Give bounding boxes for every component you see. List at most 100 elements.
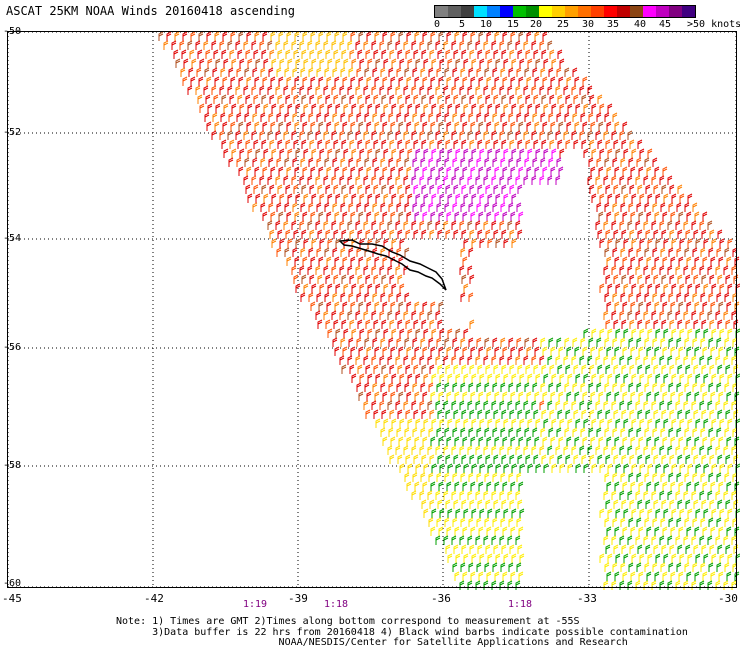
wind-barb bbox=[604, 202, 610, 212]
wind-barb bbox=[236, 67, 242, 77]
wind-barb bbox=[341, 139, 347, 149]
wind-barb bbox=[503, 418, 509, 428]
wind-barb bbox=[711, 373, 717, 383]
wind-barb bbox=[198, 31, 204, 41]
wind-barb bbox=[677, 499, 683, 509]
wind-barb bbox=[471, 463, 477, 473]
wind-barb bbox=[333, 49, 339, 59]
wind-barb bbox=[579, 130, 585, 140]
wind-barb bbox=[372, 112, 378, 122]
wind-barb bbox=[444, 112, 450, 122]
wind-barb bbox=[460, 247, 466, 257]
wind-barb bbox=[279, 238, 285, 248]
wind-barb bbox=[398, 391, 404, 401]
wind-barb bbox=[414, 211, 420, 221]
wind-barb bbox=[621, 319, 627, 329]
lon-label: -42 bbox=[144, 592, 164, 605]
wind-barb bbox=[515, 355, 521, 365]
wind-barb bbox=[292, 202, 298, 212]
wind-barb bbox=[262, 211, 268, 221]
wind-barb bbox=[558, 76, 564, 86]
wind-barb bbox=[173, 49, 179, 59]
wind-barb bbox=[643, 175, 649, 185]
wind-barb bbox=[670, 571, 676, 581]
wind-barb bbox=[437, 94, 443, 104]
wind-barb bbox=[491, 445, 497, 455]
wind-barb bbox=[439, 418, 445, 428]
wind-barb bbox=[309, 229, 315, 239]
wind-barb bbox=[259, 40, 265, 50]
wind-barb bbox=[478, 526, 484, 536]
wind-barb bbox=[500, 337, 506, 347]
wind-barb bbox=[221, 139, 227, 149]
wind-barb bbox=[316, 67, 322, 77]
wind-barb bbox=[303, 193, 309, 203]
wind-barb bbox=[580, 427, 586, 437]
wind-barb bbox=[588, 157, 594, 167]
wind-barb bbox=[643, 265, 649, 275]
wind-barb bbox=[212, 67, 218, 77]
wind-barb bbox=[447, 463, 453, 473]
wind-barb bbox=[479, 148, 485, 158]
wind-barb bbox=[427, 310, 433, 320]
wind-barb bbox=[638, 571, 644, 581]
wind-barb bbox=[243, 130, 249, 140]
wind-barb bbox=[397, 229, 403, 239]
wind-barb bbox=[599, 283, 605, 293]
wind-barb bbox=[404, 427, 410, 437]
wind-barb bbox=[421, 49, 427, 59]
wind-barb bbox=[639, 463, 645, 473]
wind-barb bbox=[628, 517, 634, 527]
wind-barb bbox=[230, 31, 236, 41]
wind-barb bbox=[540, 337, 546, 347]
wind-barb bbox=[667, 220, 673, 230]
wind-barb bbox=[199, 103, 205, 113]
wind-barb bbox=[471, 553, 477, 563]
wind-barb bbox=[443, 445, 449, 455]
wind-barb bbox=[447, 373, 453, 383]
wind-barb bbox=[725, 409, 731, 419]
wind-barb bbox=[645, 544, 651, 554]
wind-speed-scale-labels: 0 5 10 15 20 25 30 35 40 45 >50 knots bbox=[0, 19, 740, 33]
wind-barb bbox=[727, 508, 733, 518]
wind-barb bbox=[294, 76, 300, 86]
wind-barb bbox=[519, 148, 525, 158]
wind-barb bbox=[668, 472, 674, 482]
wind-barb bbox=[294, 121, 300, 131]
wind-barb bbox=[677, 454, 683, 464]
wind-barb bbox=[355, 310, 361, 320]
wind-barb bbox=[347, 310, 353, 320]
wind-barb bbox=[422, 211, 428, 221]
wind-barb bbox=[307, 40, 313, 50]
wind-barb bbox=[451, 535, 457, 545]
wind-barb bbox=[358, 256, 364, 266]
wind-barb bbox=[363, 130, 369, 140]
wind-barb bbox=[404, 202, 410, 212]
wind-barb bbox=[643, 355, 649, 365]
wind-barb bbox=[174, 31, 180, 41]
wind-barb bbox=[623, 508, 629, 518]
wind-barb bbox=[430, 391, 436, 401]
wind-barb bbox=[382, 31, 388, 41]
wind-barb bbox=[526, 76, 532, 86]
wind-barb bbox=[727, 463, 733, 473]
wind-barb bbox=[412, 202, 418, 212]
wind-barb bbox=[300, 67, 306, 77]
wind-barb bbox=[643, 580, 649, 590]
wind-barb bbox=[421, 454, 427, 464]
wind-barb bbox=[357, 229, 363, 239]
wind-barb bbox=[668, 562, 674, 572]
wind-barb bbox=[726, 526, 732, 536]
wind-barb bbox=[699, 490, 705, 500]
wind-barb bbox=[531, 85, 537, 95]
wind-barb bbox=[395, 265, 401, 275]
wind-barb bbox=[677, 274, 683, 284]
wind-barb bbox=[718, 346, 724, 356]
wind-barb bbox=[603, 175, 609, 185]
wind-barb bbox=[668, 247, 674, 257]
wind-barb bbox=[375, 238, 381, 248]
wind-barb bbox=[327, 148, 333, 158]
wind-barb bbox=[349, 49, 355, 59]
wind-barb bbox=[524, 112, 530, 122]
wind-barb bbox=[251, 130, 257, 140]
